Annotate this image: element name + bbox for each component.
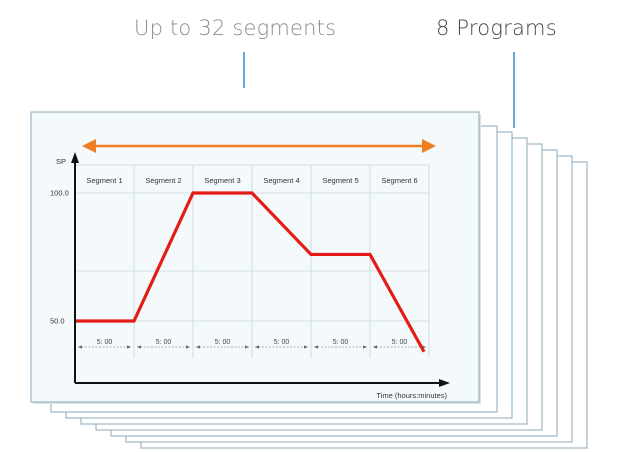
y-tick-label: 100.0: [50, 189, 69, 198]
duration-label: 5: 00: [215, 339, 231, 346]
y-tick-label: 50.0: [50, 317, 65, 326]
span-arrow-right-head: [422, 139, 436, 153]
duration-arrow-head: [78, 345, 82, 349]
segment-label: Segment 4: [263, 176, 299, 185]
y-axis-label: SP: [56, 157, 66, 166]
duration-label: 5: 00: [333, 339, 349, 346]
duration-label: 5: 00: [392, 339, 408, 346]
segment-label: Segment 6: [381, 176, 417, 185]
duration-arrow-head: [373, 345, 377, 349]
duration-arrow-head: [186, 345, 190, 349]
segment-label: Segment 5: [322, 176, 358, 185]
callout-leaders: [243, 52, 515, 128]
x-axis-label: Time (hours:minutes): [376, 391, 447, 400]
segment-label: Segment 3: [204, 176, 240, 185]
duration-arrow-head: [304, 345, 308, 349]
duration-arrow-head: [245, 345, 249, 349]
front-program-sheet: Segment 1 Segment 2 Segment 3 Segment 4 Segm…: [30, 111, 481, 404]
duration-arrow-head: [137, 345, 141, 349]
y-axis-arrow: [71, 152, 79, 163]
duration-label: 5: 00: [156, 339, 172, 346]
duration-arrow-head: [255, 345, 259, 349]
span-arrow-left-head: [82, 139, 96, 153]
duration-label: 5: 00: [274, 339, 290, 346]
setpoint-profile-line: [76, 191, 426, 353]
duration-label: 5: 00: [97, 339, 113, 346]
x-axis-arrow: [439, 379, 450, 387]
segments-callout: Up to 32 segments: [134, 16, 337, 40]
front-sheet: [30, 111, 480, 403]
programs-callout: 8 Programs: [436, 16, 557, 40]
duration-arrow-head: [314, 345, 318, 349]
duration-arrow-head: [363, 345, 367, 349]
segment-label: Segment 1: [86, 176, 122, 185]
duration-arrow-head: [127, 345, 131, 349]
duration-arrow-head: [196, 345, 200, 349]
segment-label: Segment 2: [145, 176, 181, 185]
